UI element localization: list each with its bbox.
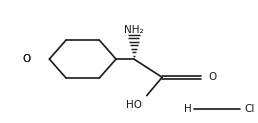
Text: Cl: Cl xyxy=(244,104,254,114)
Text: H: H xyxy=(184,104,192,114)
Text: O: O xyxy=(208,72,216,82)
Text: O: O xyxy=(22,54,30,64)
Text: O: O xyxy=(22,54,30,64)
Text: NH₂: NH₂ xyxy=(124,25,144,35)
Text: HO: HO xyxy=(126,100,142,110)
